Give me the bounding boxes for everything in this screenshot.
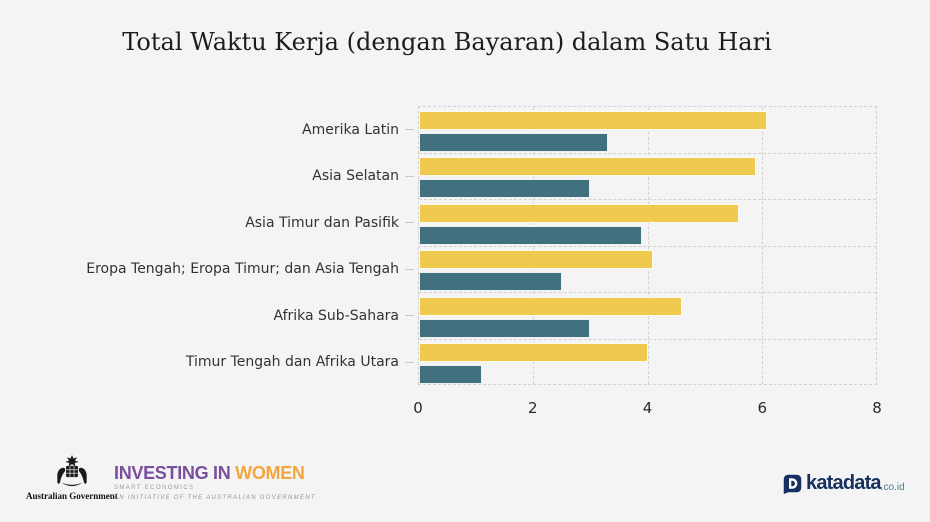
category-label: Eropa Tengah; Eropa Timur; dan Asia Teng…: [86, 261, 399, 277]
category-tick: [405, 129, 414, 130]
bar-series-2: [419, 225, 642, 245]
category-tick: [405, 315, 414, 316]
bar-series-1: [419, 250, 654, 269]
katadata-logo: katadata .co.id: [782, 472, 905, 495]
bar-series-2: [419, 179, 591, 198]
x-axis-label: 2: [527, 399, 538, 417]
bar-series-1: [419, 110, 768, 130]
x-axis-label: 4: [642, 399, 653, 417]
footer: Australian Government INVESTING IN WOMEN…: [0, 452, 930, 522]
category-label: Amerika Latin: [302, 121, 399, 138]
bar-series-2: [419, 132, 608, 152]
gridline-horizontal: [419, 292, 876, 293]
x-axis-label: 0: [413, 399, 423, 417]
bar-series-1: [419, 296, 682, 316]
bar-series-2: [419, 318, 591, 338]
bar-series-1: [419, 157, 757, 176]
iw-title-women: WOMEN: [235, 463, 305, 483]
plot-area: [418, 106, 877, 385]
bar-series-1: [419, 343, 648, 362]
bar-series-2: [419, 272, 562, 291]
katadata-icon: [783, 474, 802, 494]
bar-series-2: [419, 365, 482, 384]
iw-subtitle: SMART ECONOMICS: [114, 485, 195, 491]
gridline-horizontal: [419, 152, 876, 154]
gridline-horizontal: [419, 199, 876, 200]
iw-tagline: AN INITIATIVE OF THE AUSTRALIAN GOVERNME…: [114, 495, 316, 501]
investing-in-women-title: INVESTING IN WOMEN: [114, 464, 316, 483]
x-axis-label: 6: [757, 399, 768, 417]
page-title: Total Waktu Kerja (dengan Bayaran) dalam…: [122, 28, 772, 56]
gridline-horizontal: [419, 245, 876, 247]
investing-in-women-logo: INVESTING IN WOMEN SMART ECONOMICS AN IN…: [114, 464, 316, 502]
category-tick: [405, 175, 414, 177]
iw-title-investing-in: INVESTING IN: [114, 463, 236, 483]
category-label: Afrika Sub-Sahara: [273, 307, 400, 324]
katadata-domain: .co.id: [880, 482, 905, 493]
katadata-name: katadata: [806, 472, 882, 494]
bar-series-1: [419, 203, 739, 223]
category-tick: [405, 361, 414, 363]
gridline-horizontal: [419, 338, 876, 340]
category-tick: [405, 268, 414, 270]
category-label: Timur Tengah dan Afrika Utara: [185, 354, 399, 370]
x-axis-label: 8: [872, 399, 882, 417]
category-tick: [405, 222, 414, 223]
category-label: Asia Selatan: [312, 168, 399, 184]
australian-government-crest-icon: [57, 455, 87, 487]
category-label: Asia Timur dan Pasifik: [245, 214, 399, 231]
australian-government-label: Australian Government: [26, 491, 118, 501]
